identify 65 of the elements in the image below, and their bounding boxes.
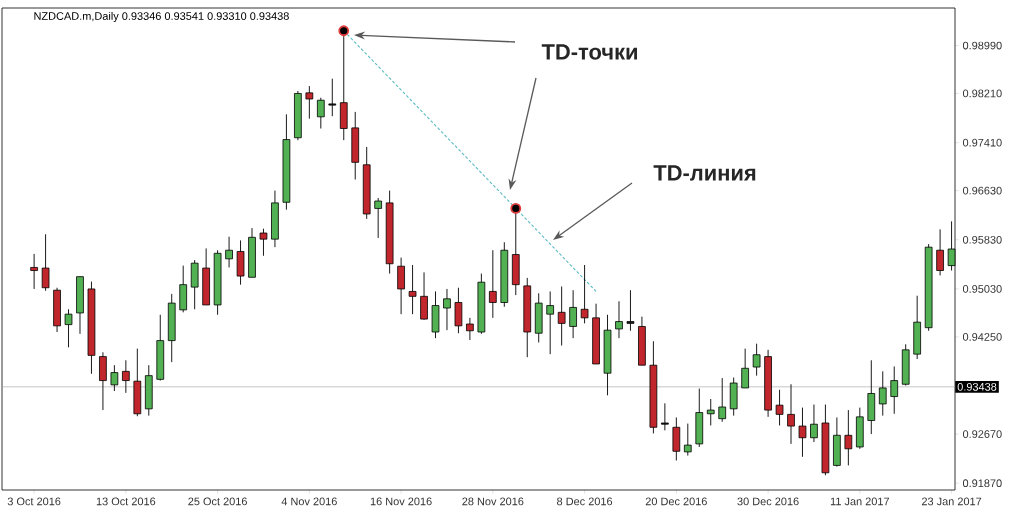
candlestick bbox=[305, 85, 314, 120]
x-tick-label: 11 Jan 2017 bbox=[830, 497, 890, 506]
candlestick bbox=[580, 264, 589, 324]
x-tick-label: 20 Dec 2016 bbox=[645, 497, 707, 506]
candlestick bbox=[122, 359, 130, 394]
candlestick bbox=[397, 257, 405, 315]
candlestick bbox=[328, 78, 337, 117]
x-tick-label: 8 Dec 2016 bbox=[557, 497, 613, 506]
candlestick bbox=[259, 228, 268, 257]
x-tick-label: 25 Oct 2016 bbox=[188, 497, 247, 506]
candlestick bbox=[110, 364, 119, 392]
candlestick bbox=[775, 389, 784, 426]
candlestick bbox=[878, 370, 887, 417]
candlestick bbox=[661, 402, 669, 431]
y-tick-label: 0.96630 bbox=[962, 186, 1002, 195]
candlestick bbox=[787, 383, 795, 445]
candlestick bbox=[752, 343, 761, 377]
candlestick bbox=[454, 287, 463, 334]
candlestick bbox=[41, 233, 50, 292]
candlestick bbox=[443, 288, 451, 331]
candlestick bbox=[408, 264, 417, 315]
y-tick-label: 0.94250 bbox=[962, 333, 1002, 341]
candlestick bbox=[374, 197, 382, 239]
x-tick-label: 23 Jan 2017 bbox=[921, 497, 982, 506]
candlestick bbox=[190, 259, 199, 310]
candlestick bbox=[936, 228, 944, 276]
x-tick-label: 16 Nov 2016 bbox=[370, 497, 432, 506]
x-tick-label: 4 Nov 2016 bbox=[281, 497, 337, 506]
x-tick-label: 13 Oct 2016 bbox=[96, 497, 156, 506]
y-tick-label: 0.97410 bbox=[962, 138, 1002, 147]
x-tick-label: 3 Oct 2016 bbox=[7, 497, 61, 506]
candlestick bbox=[810, 404, 818, 443]
candlestick bbox=[489, 249, 497, 319]
candlestick bbox=[672, 417, 681, 461]
x-tick-label: 28 Nov 2016 bbox=[462, 497, 524, 506]
y-tick-label: 0.95830 bbox=[962, 235, 1002, 244]
candlestick bbox=[30, 253, 38, 290]
candlestick bbox=[99, 351, 107, 411]
candlestick bbox=[420, 271, 428, 321]
y-tick-label: 0.92670 bbox=[962, 430, 1002, 438]
candlestick bbox=[718, 377, 727, 423]
candlestick bbox=[741, 348, 749, 389]
candlestick bbox=[316, 97, 325, 129]
candlestick bbox=[798, 407, 807, 458]
candlestick bbox=[64, 308, 73, 348]
chart-title: NZDCAD.m,Daily 0.93346 0.93541 0.93310 0.93438 bbox=[34, 11, 289, 23]
annotation: TD-точки bbox=[541, 44, 637, 60]
y-tick-label: 0.91870 bbox=[962, 479, 1002, 488]
candlestick bbox=[615, 300, 623, 339]
candlestick bbox=[683, 423, 692, 457]
candlestick bbox=[546, 290, 555, 355]
candlestick bbox=[706, 398, 715, 426]
ref-line-label: 0.93438 bbox=[957, 382, 997, 391]
x-tick-label: 30 Dec 2016 bbox=[737, 497, 799, 506]
candlestick bbox=[466, 317, 474, 341]
annotation: TD-линия bbox=[653, 165, 756, 181]
candlestick bbox=[890, 365, 899, 415]
candlestick bbox=[844, 409, 853, 466]
candlestick bbox=[225, 236, 233, 268]
candlestick bbox=[569, 289, 577, 339]
candlestick bbox=[626, 289, 635, 332]
y-tick-label: 0.98990 bbox=[962, 41, 1002, 50]
candlestick bbox=[557, 286, 566, 346]
y-tick-label: 0.98210 bbox=[962, 89, 1002, 98]
y-tick-label: 0.95030 bbox=[962, 285, 1002, 293]
